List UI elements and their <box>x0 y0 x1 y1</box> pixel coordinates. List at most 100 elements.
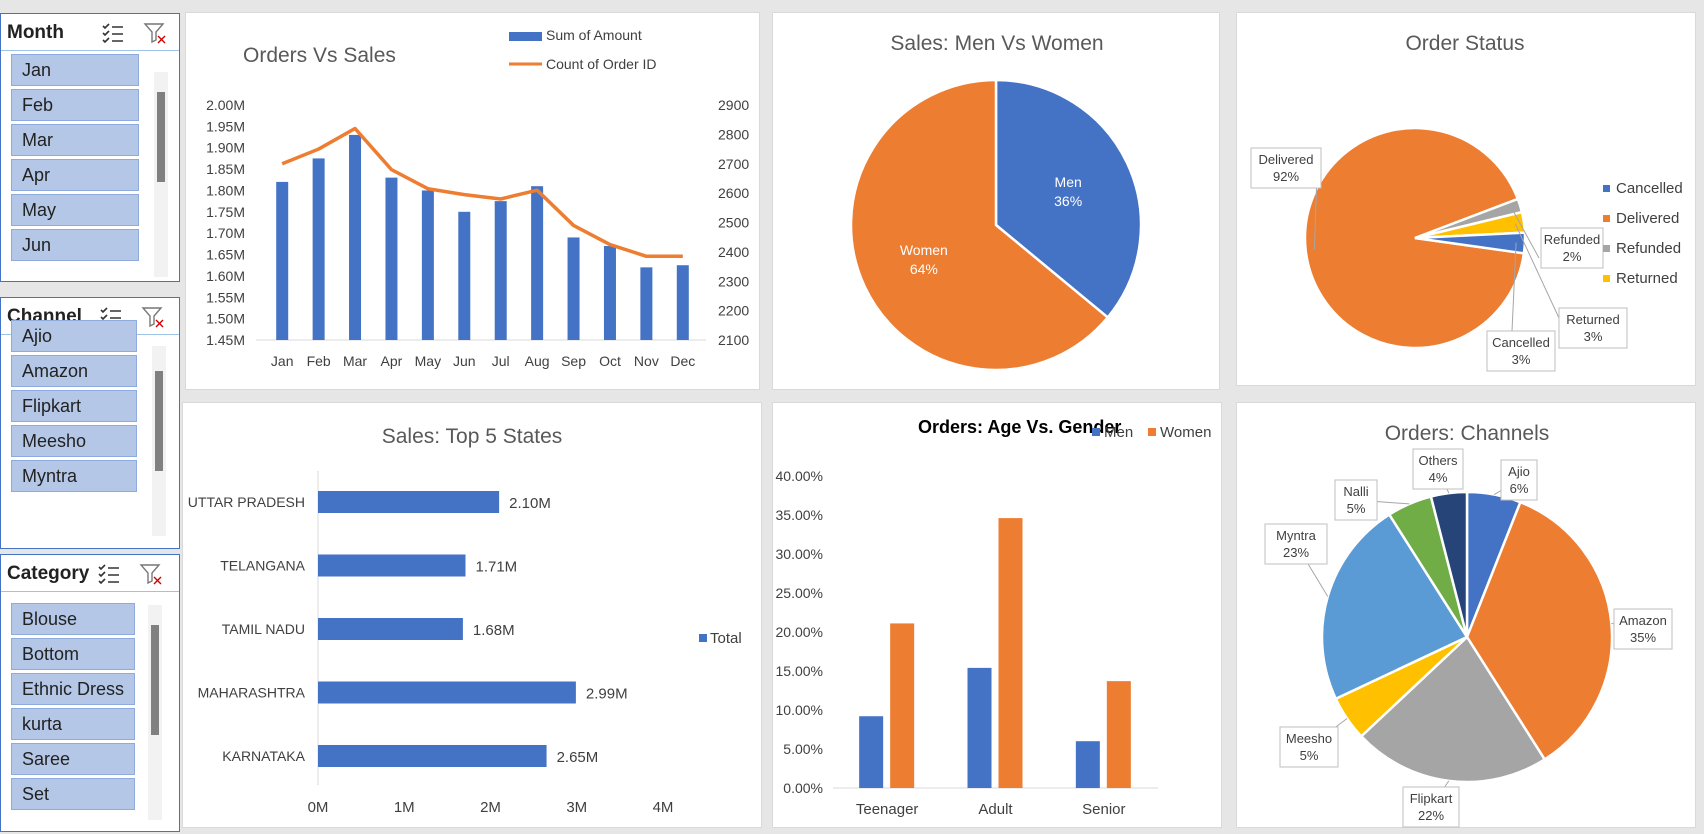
y-tick: 15.00% <box>776 663 823 679</box>
chart-age-vs-gender[interactable]: Orders: Age Vs. Gender Men Women 0.00% 5.00%… <box>772 402 1222 828</box>
chart-title: Sales: Top 5 States <box>382 425 563 448</box>
y-tick-left: 1.90M <box>206 140 245 156</box>
slicer-item-amazon[interactable]: Amazon <box>11 355 137 387</box>
pie-slice-flipkart <box>1359 635 1547 784</box>
legend-swatch <box>1148 428 1156 436</box>
x-tick: 0M <box>308 799 329 816</box>
x-tick: Oct <box>599 353 621 369</box>
slicer-item-ethnic-dress[interactable]: Ethnic Dress <box>11 673 135 705</box>
x-tick: Teenager <box>856 801 919 818</box>
bar-women <box>998 518 1023 788</box>
slicer-item-ajio[interactable]: Ajio <box>11 320 137 352</box>
x-tick: 3M <box>566 799 587 816</box>
bar <box>318 681 576 704</box>
pie-slice-men <box>994 78 1143 320</box>
bar <box>276 181 289 340</box>
scroll-thumb[interactable] <box>157 92 165 182</box>
data-label-name: Nalli <box>1343 484 1368 499</box>
slicer-item-meesho[interactable]: Meesho <box>11 425 137 457</box>
data-label-box <box>1250 147 1322 189</box>
y-tick: MAHARASHTRA <box>198 685 306 701</box>
chart-order-status[interactable]: Order Status Delivered 92% Refunded 2% Return… <box>1236 12 1696 386</box>
slicer-item-may[interactable]: May <box>11 194 139 226</box>
data-label-box <box>1613 608 1673 650</box>
y-tick-left: 1.60M <box>206 268 245 284</box>
bar <box>312 158 325 340</box>
multi-select-icon[interactable] <box>97 562 121 586</box>
chart-men-vs-women[interactable]: Sales: Men Vs Women Men 36% Women 64% <box>772 12 1220 390</box>
data-label-value: 5% <box>1300 748 1319 763</box>
data-label: 2.65M <box>557 749 599 766</box>
data-label-box <box>1558 307 1628 349</box>
data-label: 1.68M <box>473 622 515 639</box>
chart-orders-vs-sales-svg: Orders Vs Sales Sum of Amount Count of Ord… <box>206 27 749 369</box>
slicer-scrollbar[interactable] <box>152 346 166 536</box>
chart-top-states-svg: Sales: Top 5 States UTTAR PRADESH 2.10M TEL… <box>188 425 742 816</box>
legend-swatch <box>1603 185 1610 192</box>
x-tick: Sep <box>561 353 586 369</box>
y-tick: TAMIL NADU <box>222 621 305 637</box>
y-tick-right: 2300 <box>718 273 749 289</box>
slicer-item-blouse[interactable]: Blouse <box>11 603 135 635</box>
data-label-value: 4% <box>1429 470 1448 485</box>
slicer-item-flipkart[interactable]: Flipkart <box>11 390 137 422</box>
legend-swatch <box>699 634 707 642</box>
bar <box>494 201 507 340</box>
slicer-item-apr[interactable]: Apr <box>11 159 139 191</box>
slicer-category: Category Blouse Bottom Ethnic Dress kurta Sa… <box>0 554 180 832</box>
slicer-title: Category <box>7 563 90 584</box>
bar-men <box>1075 741 1100 788</box>
slicer-item-mar[interactable]: Mar <box>11 124 139 156</box>
clear-filter-icon[interactable] <box>143 21 167 45</box>
data-label: 2.10M <box>509 495 551 512</box>
data-label: 2.99M <box>586 686 628 703</box>
slicer-item-jun[interactable]: Jun <box>11 229 139 261</box>
slicer-header: Category <box>1 555 179 592</box>
data-label-box <box>1486 330 1556 372</box>
x-tick: 1M <box>394 799 415 816</box>
data-label-name: Meesho <box>1286 731 1332 746</box>
y-tick-right: 2900 <box>718 97 749 113</box>
data-label-name: Ajio <box>1508 464 1530 479</box>
scroll-thumb[interactable] <box>151 625 159 735</box>
slicer-item-jan[interactable]: Jan <box>11 54 139 86</box>
bar <box>531 186 544 340</box>
slicer-item-myntra[interactable]: Myntra <box>11 460 137 492</box>
x-tick: May <box>415 353 441 369</box>
legend-label: Delivered <box>1616 210 1679 227</box>
legend-label: Total <box>710 630 742 647</box>
slicer-item-set[interactable]: Set <box>11 778 135 810</box>
x-tick: Jun <box>453 353 476 369</box>
slicer-item-bottom[interactable]: Bottom <box>11 638 135 670</box>
slicer-scrollbar[interactable] <box>154 72 168 277</box>
slicer-item-feb[interactable]: Feb <box>11 89 139 121</box>
legend-swatch <box>1603 245 1610 252</box>
clear-filter-icon[interactable] <box>139 562 163 586</box>
chart-title: Orders Vs Sales <box>243 44 396 67</box>
bar-women <box>890 623 915 788</box>
clear-filter-icon[interactable] <box>141 305 165 329</box>
legend-label: Women <box>1160 424 1211 441</box>
data-label-name: Refunded <box>1544 232 1600 247</box>
chart-channels-svg: Orders: Channels Ajio 6% Amazon 35% Flipkart 2… <box>1264 422 1673 828</box>
bar-men <box>859 716 884 788</box>
scroll-thumb[interactable] <box>155 371 163 471</box>
slicer-item-kurta[interactable]: kurta <box>11 708 135 740</box>
data-label-box <box>1540 227 1604 269</box>
multi-select-icon[interactable] <box>101 21 125 45</box>
chart-orders-vs-sales[interactable]: Orders Vs Sales Sum of Amount Count of Ord… <box>185 12 760 390</box>
legend-label: Sum of Amount <box>546 27 642 43</box>
slicer-item-saree[interactable]: Saree <box>11 743 135 775</box>
chart-channels[interactable]: Orders: Channels Ajio 6% Amazon 35% Flipkart 2… <box>1236 402 1696 828</box>
chart-top-states[interactable]: Sales: Top 5 States UTTAR PRADESH 2.10M TEL… <box>182 402 762 828</box>
slicer-scrollbar[interactable] <box>148 605 162 820</box>
data-label-box <box>1412 448 1464 490</box>
data-label-value: 36% <box>1054 193 1082 209</box>
y-tick-right: 2600 <box>718 185 749 201</box>
chart-title: Orders: Age Vs. Gender <box>918 417 1121 437</box>
bar <box>318 491 500 513</box>
bar <box>421 190 434 340</box>
y-tick-right: 2100 <box>718 332 749 348</box>
data-label-name: Cancelled <box>1492 335 1550 350</box>
x-tick: Senior <box>1082 801 1125 818</box>
